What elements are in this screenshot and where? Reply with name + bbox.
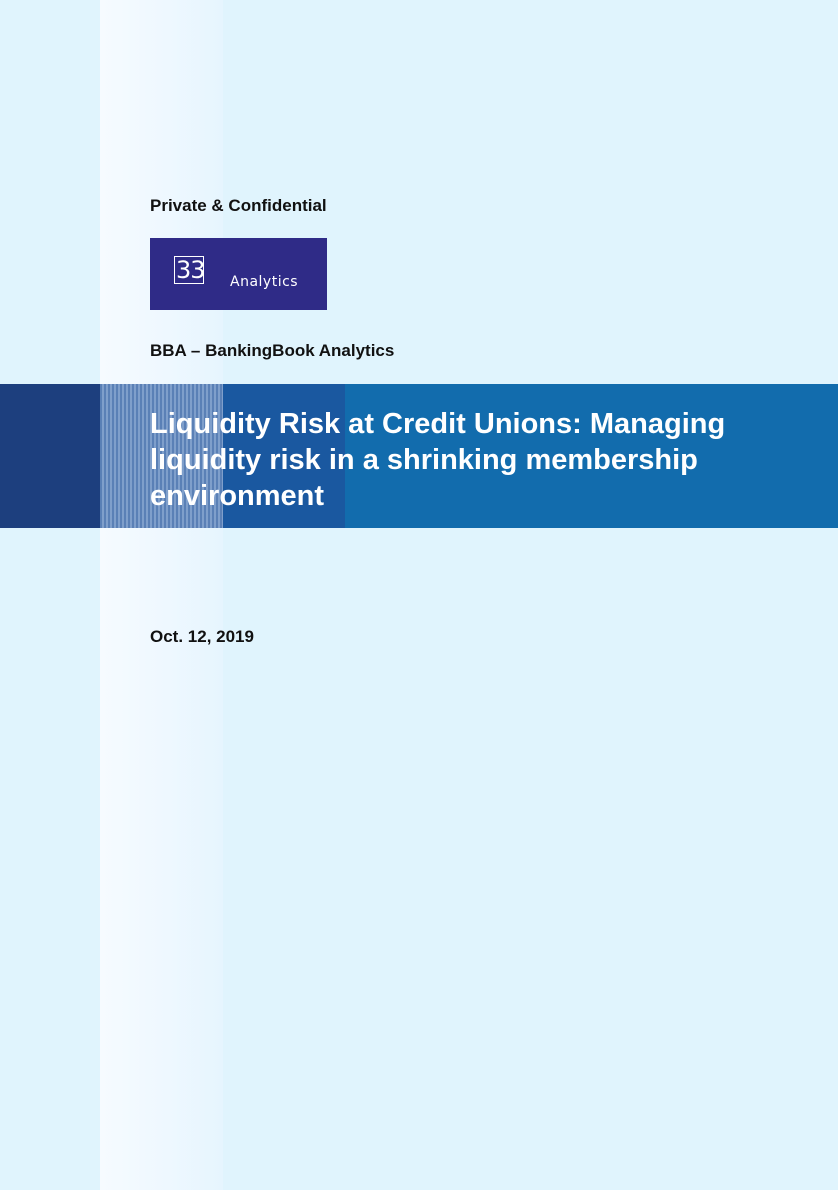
- confidentiality-label: Private & Confidential: [150, 196, 327, 215]
- title-band: [0, 384, 838, 528]
- title-band-mid-segment: [223, 384, 345, 528]
- document-date: Oct. 12, 2019: [150, 627, 254, 646]
- logo-wordmark: Analytics: [230, 274, 299, 290]
- document-title: Liquidity Risk at Credit Unions: Managin…: [150, 408, 726, 512]
- logo-mark-text: 33: [176, 256, 206, 284]
- logo-mark-box: [174, 256, 204, 284]
- title-band-dark-segment: [0, 384, 100, 528]
- company-logo: 33 Analytics: [150, 238, 327, 310]
- left-decorative-stripe: [100, 0, 223, 1190]
- document-subtitle: BBA – BankingBook Analytics: [150, 341, 395, 360]
- title-band-striped-segment: [100, 384, 223, 528]
